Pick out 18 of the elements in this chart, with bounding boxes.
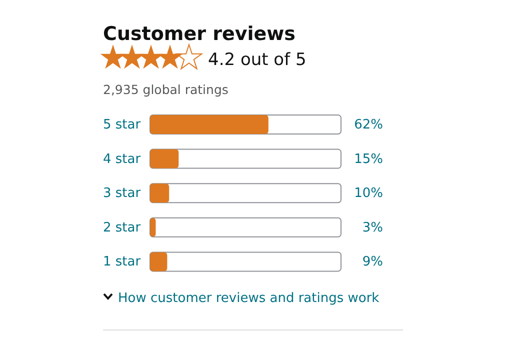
bar bbox=[150, 149, 179, 168]
bar bbox=[150, 218, 156, 237]
y-tick-label: 2 star bbox=[103, 220, 142, 236]
text: How customer reviews and ratings work bbox=[118, 291, 380, 306]
chart-title: Customer reviews bbox=[103, 23, 296, 45]
text: 2,935 global ratings bbox=[103, 82, 228, 97]
bar bbox=[150, 184, 170, 203]
bar bbox=[150, 252, 168, 272]
data-label: 3% bbox=[362, 220, 383, 236]
data-label: 10% bbox=[354, 186, 383, 202]
y-tick-label: 3 star bbox=[103, 186, 142, 202]
data-label: 9% bbox=[362, 254, 383, 270]
data-label: 15% bbox=[354, 152, 383, 167]
text: 4.2 out of 5 bbox=[208, 50, 306, 70]
y-tick-label: 1 star bbox=[103, 254, 142, 270]
y-tick-label: 4 star bbox=[103, 152, 142, 167]
y-tick-label: 5 star bbox=[103, 118, 142, 132]
data-label: 62% bbox=[354, 118, 383, 132]
